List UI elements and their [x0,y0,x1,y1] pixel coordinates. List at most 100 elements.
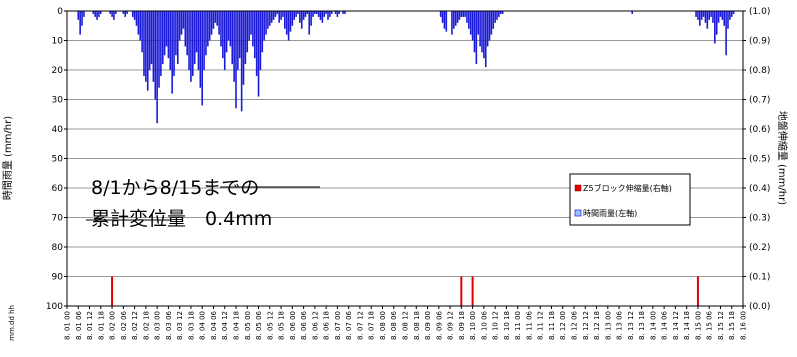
rainfall-bar [261,11,264,53]
rainfall-bar [278,11,280,23]
rainfall-bar [300,11,303,29]
rainfall-bar [336,11,339,17]
annotation-line-2: 累計変位量 0.4mm [91,208,272,230]
rainfall-bar [501,11,504,14]
legend: Z5ブロック伸縮量(右軸) 時間雨量(左軸) [569,173,691,226]
rainfall-bar [466,11,468,23]
rainfall-bar [299,11,301,23]
rainfall-bar [276,11,279,14]
rainfall-bar [98,11,100,17]
x-tick-label: 8. 15 00 [694,311,702,340]
x-tick-label: 8. 02 00 [109,311,117,340]
rainfall-bar [712,11,714,23]
rainfall-bar [456,11,459,23]
displacement-bar [460,276,463,306]
rainfall-bar [708,11,710,20]
rainfall-bar [730,11,733,17]
rainfall-bar [126,11,128,14]
x-tick-label: 8. 08 18 [413,311,421,340]
rainfall-bar [175,11,177,56]
rainfall-bar [473,11,476,53]
rainfall-bar [312,11,314,17]
rainfall-bar [325,11,327,14]
rainfall-bar [496,11,498,20]
rainfall-bar [186,11,188,56]
rainfall-bar [205,11,207,56]
rainfall-bar [133,11,136,20]
rainfall-bar [180,11,183,35]
rainfall-bar [304,11,307,17]
rainfall-bar [163,11,166,56]
rainfall-bar [212,11,215,29]
x-tick-label: 8. 01 12 [86,311,94,340]
rainfall-bar [214,11,217,23]
rainfall-bar [464,11,466,17]
x-tick-label: 8. 09 00 [424,311,432,340]
rainfall-bar [714,11,716,44]
x-tick-label: 8. 04 18 [233,311,241,340]
x-tick-label: 8. 08 06 [390,310,398,339]
rainfall-bar [231,11,234,65]
rainfall-bar [83,11,85,17]
rainfall-bar [443,11,446,29]
rainfall-bar [192,11,194,76]
rainfall-bar [184,11,187,47]
rainfall-bar [158,11,160,88]
x-tick-label: 8. 10 18 [503,311,511,340]
x-tick-label: 8. 15 18 [728,311,736,340]
x-tick-label: 8. 07 12 [356,311,364,340]
x-tick-label: 8. 11 06 [525,310,533,339]
rainfall-bar [178,11,181,41]
rainfall-bar [702,11,705,17]
rainfall-bar [171,11,173,94]
rainfall-bar [486,11,489,47]
rainfall-bar [479,11,481,47]
rainfall-bar [135,11,138,26]
rainfall-bar [141,11,143,53]
x-tick-label: 8. 07 18 [368,311,376,340]
right-tick-label: (1.0) [749,7,770,17]
left-tick-label: 80 [52,243,64,253]
x-tick-label: 8. 05 06 [255,310,263,339]
rainfall-bar [197,11,200,70]
rainfall-bar [81,11,83,26]
rainfall-bar [225,11,228,53]
left-tick-label: 50 [52,155,64,165]
rainfall-bar [697,11,699,20]
rainfall-bar [293,11,296,20]
rainfall-bar [96,11,98,20]
x-tick-label: 8. 01 00 [64,311,72,340]
rainfall-bar [250,11,252,35]
rainfall-bar [242,11,245,85]
rainfall-bar [167,11,170,59]
x-tick-label: 8. 05 12 [266,311,274,340]
rainfall-bar [137,11,140,35]
rainfall-bar [169,11,172,70]
right-tick-label: (0.2) [749,243,770,253]
rainfall-bar [218,11,220,35]
rainfall-bar [238,11,241,59]
left-axis-ticks: 0 10 20 30 40 50 60 70 80 90 100 [46,7,67,312]
x-tick-label: 8. 05 18 [278,311,286,340]
x-tick-label: 8. 10 12 [492,311,500,340]
rainfall-bar [199,11,202,88]
x-tick-label: 8. 03 18 [187,311,195,340]
x-tick-label: 8. 09 06 [435,310,443,339]
rainfall-bar [439,11,442,17]
rainfall-bar [715,11,718,35]
right-axis-title: 地盤伸縮量 (mm/hr) [776,111,789,205]
legend-swatch-rainfall [574,209,582,217]
rainfall-bar [272,11,275,20]
rainfall-bar [494,11,496,23]
rainfall-bar [190,11,192,82]
rainfall-bar [227,11,230,41]
x-tick-label: 8. 09 12 [447,311,455,340]
rainfall-bar [223,11,226,70]
x-tick-label: 8. 04 12 [221,311,229,340]
left-axis-title: 時間雨量 (mm/hr) [2,116,14,200]
left-tick-label: 60 [52,184,64,194]
rainfall-bar [321,11,324,23]
rainfall-bar [308,11,311,35]
rainfall-bar [145,11,147,82]
rainfall-bar [94,11,96,17]
